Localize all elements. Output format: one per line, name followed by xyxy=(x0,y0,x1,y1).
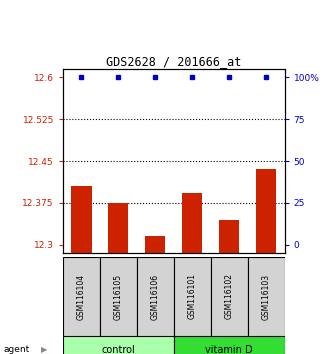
Bar xyxy=(145,236,166,253)
Bar xyxy=(100,257,137,336)
Text: control: control xyxy=(102,344,135,354)
Bar xyxy=(108,203,128,253)
Text: vitamin D: vitamin D xyxy=(206,344,253,354)
Bar xyxy=(256,170,276,253)
Text: GSM116105: GSM116105 xyxy=(114,273,123,320)
Text: GSM116103: GSM116103 xyxy=(262,273,271,320)
Bar xyxy=(63,257,100,336)
Text: GSM116102: GSM116102 xyxy=(225,274,234,319)
Text: GSM116101: GSM116101 xyxy=(188,274,197,319)
Bar xyxy=(211,257,248,336)
Bar xyxy=(248,257,285,336)
Text: GSM116104: GSM116104 xyxy=(77,273,86,320)
Bar xyxy=(71,186,92,253)
Text: GSM116106: GSM116106 xyxy=(151,273,160,320)
Bar xyxy=(182,193,203,253)
Bar xyxy=(174,336,285,354)
Bar xyxy=(174,257,211,336)
Title: GDS2628 / 201666_at: GDS2628 / 201666_at xyxy=(106,55,241,68)
Text: agent: agent xyxy=(3,345,29,354)
Bar xyxy=(219,219,239,253)
Bar xyxy=(63,336,174,354)
Text: ▶: ▶ xyxy=(41,345,48,354)
Bar xyxy=(137,257,174,336)
